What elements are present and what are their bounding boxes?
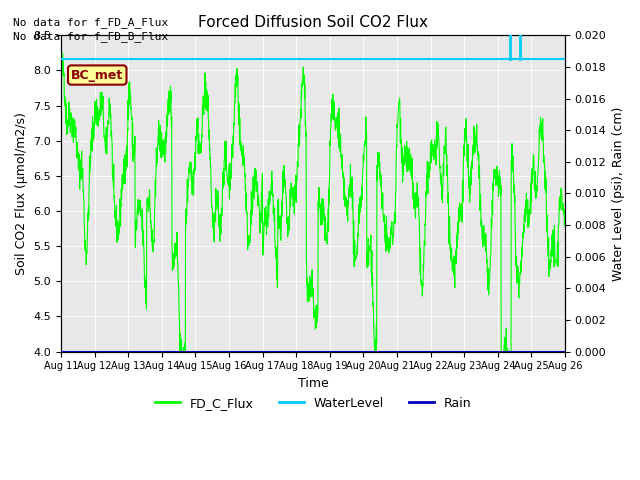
Title: Forced Diffusion Soil CO2 Flux: Forced Diffusion Soil CO2 Flux <box>198 15 428 30</box>
Text: BC_met: BC_met <box>71 69 124 82</box>
Text: No data for f_FD_A_Flux: No data for f_FD_A_Flux <box>13 17 168 28</box>
X-axis label: Time: Time <box>298 377 328 390</box>
Y-axis label: Water Level (psi), Rain (cm): Water Level (psi), Rain (cm) <box>612 106 625 281</box>
Y-axis label: Soil CO2 Flux (μmol/m2/s): Soil CO2 Flux (μmol/m2/s) <box>15 112 28 275</box>
Text: No data for f_FD_B_Flux: No data for f_FD_B_Flux <box>13 31 168 42</box>
Legend: FD_C_Flux, WaterLevel, Rain: FD_C_Flux, WaterLevel, Rain <box>150 392 476 415</box>
